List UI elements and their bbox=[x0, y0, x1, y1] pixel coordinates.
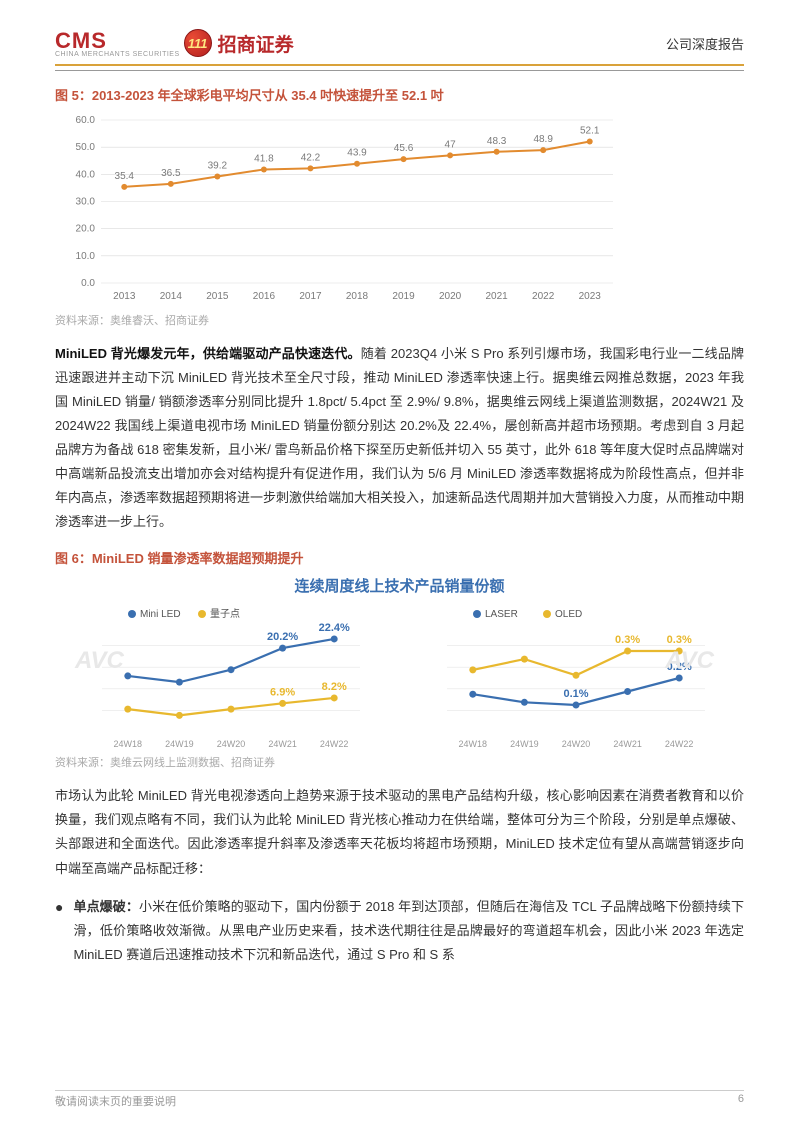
svg-text:24W19: 24W19 bbox=[165, 739, 194, 749]
svg-text:39.2: 39.2 bbox=[208, 161, 228, 172]
cms-block: CMS CHINA MERCHANTS SECURITIES bbox=[55, 28, 180, 58]
svg-text:42.2: 42.2 bbox=[301, 152, 321, 163]
page-number: 6 bbox=[738, 1093, 744, 1109]
logo-area: CMS CHINA MERCHANTS SECURITIES 111 招商证券 bbox=[55, 28, 294, 58]
svg-text:30.0: 30.0 bbox=[76, 197, 96, 208]
para1-lead: MiniLED 背光爆发元年，供给端驱动产品快速迭代。 bbox=[55, 346, 361, 361]
svg-text:24W20: 24W20 bbox=[217, 739, 246, 749]
svg-text:LASER: LASER bbox=[485, 609, 518, 620]
fig5-title: 图 5：2013-2023 年全球彩电平均尺寸从 35.4 吋快速提升至 52.… bbox=[55, 85, 744, 104]
svg-text:2013: 2013 bbox=[113, 291, 136, 302]
fig6-title: 图 6：MiniLED 销量渗透率数据超预期提升 bbox=[55, 548, 744, 567]
svg-text:20.2%: 20.2% bbox=[267, 631, 298, 643]
fig6-prefix: 图 6： bbox=[55, 551, 92, 566]
svg-text:24W21: 24W21 bbox=[613, 739, 642, 749]
fig6-subtitle: 连续周度线上技术产品销量份额 bbox=[55, 575, 744, 596]
svg-text:2022: 2022 bbox=[532, 291, 555, 302]
svg-text:35.4: 35.4 bbox=[115, 171, 135, 182]
fig6-left-svg: Mini LED 量子点 24W18 24W19 24W20 24W21 24W22 20.2… bbox=[82, 602, 372, 752]
fig6-source: 资料来源：奥维云网线上监测数据、招商证券 bbox=[55, 754, 744, 770]
svg-text:45.6: 45.6 bbox=[394, 143, 414, 154]
svg-text:2019: 2019 bbox=[392, 291, 415, 302]
paragraph-1: MiniLED 背光爆发元年，供给端驱动产品快速迭代。随着 2023Q4 小米 … bbox=[55, 342, 744, 534]
svg-text:60.0: 60.0 bbox=[76, 115, 96, 126]
svg-text:41.8: 41.8 bbox=[254, 153, 274, 164]
svg-text:Mini LED: Mini LED bbox=[140, 609, 181, 620]
svg-text:20.0: 20.0 bbox=[76, 224, 96, 235]
svg-text:22.4%: 22.4% bbox=[319, 622, 350, 634]
svg-text:2021: 2021 bbox=[486, 291, 509, 302]
fig5-source: 资料来源：奥维睿沃、招商证券 bbox=[55, 312, 744, 328]
header-rule-thin bbox=[55, 70, 744, 71]
fig5-chart: 0.0 10.0 20.0 30.0 40.0 50.0 60.0 2013 2014 2015 2… bbox=[63, 112, 744, 310]
doc-type-label: 公司深度报告 bbox=[666, 34, 744, 53]
svg-text:48.3: 48.3 bbox=[487, 136, 507, 147]
svg-text:48.9: 48.9 bbox=[533, 134, 553, 145]
svg-text:2018: 2018 bbox=[346, 291, 369, 302]
page-header: CMS CHINA MERCHANTS SECURITIES 111 招商证券 … bbox=[55, 28, 744, 64]
svg-text:2014: 2014 bbox=[160, 291, 183, 302]
fig5-title-text: 2013-2023 年全球彩电平均尺寸从 35.4 吋快速提升至 52.1 吋 bbox=[92, 88, 444, 103]
svg-text:24W18: 24W18 bbox=[458, 739, 487, 749]
svg-text:24W22: 24W22 bbox=[665, 739, 694, 749]
svg-text:43.9: 43.9 bbox=[347, 148, 367, 159]
svg-text:24W22: 24W22 bbox=[320, 739, 349, 749]
svg-text:0.3%: 0.3% bbox=[615, 634, 640, 646]
paragraph-2: 市场认为此轮 MiniLED 背光电视渗透向上趋势来源于技术驱动的黑电产品结构升… bbox=[55, 784, 744, 880]
svg-text:24W18: 24W18 bbox=[114, 739, 143, 749]
svg-text:10.0: 10.0 bbox=[76, 251, 96, 262]
svg-text:24W19: 24W19 bbox=[510, 739, 539, 749]
svg-text:24W21: 24W21 bbox=[269, 739, 298, 749]
footer-rule bbox=[55, 1090, 744, 1091]
svg-text:52.1: 52.1 bbox=[580, 125, 600, 136]
page-footer: 敬请阅读末页的重要说明 6 bbox=[55, 1093, 744, 1109]
svg-text:2023: 2023 bbox=[579, 291, 602, 302]
cms-text: CMS bbox=[55, 28, 107, 53]
svg-text:OLED: OLED bbox=[555, 609, 582, 620]
brand-cn-name: 招商证券 bbox=[218, 30, 294, 57]
fig5-svg: 0.0 10.0 20.0 30.0 40.0 50.0 60.0 2013 2014 2015 2… bbox=[63, 112, 623, 307]
bullet1-lead: 单点爆破： bbox=[73, 899, 139, 914]
svg-text:50.0: 50.0 bbox=[76, 142, 96, 153]
svg-text:47: 47 bbox=[445, 139, 457, 150]
svg-text:2016: 2016 bbox=[253, 291, 276, 302]
bullet1-text: 单点爆破：小米在低价策略的驱动下，国内份额于 2018 年到达顶部，但随后在海信… bbox=[73, 895, 744, 967]
svg-text:2015: 2015 bbox=[206, 291, 229, 302]
svg-text:36.5: 36.5 bbox=[161, 168, 181, 179]
svg-text:24W20: 24W20 bbox=[561, 739, 590, 749]
svg-text:40.0: 40.0 bbox=[76, 169, 96, 180]
cms-subtext: CHINA MERCHANTS SECURITIES bbox=[55, 51, 180, 58]
svg-text:0.0: 0.0 bbox=[81, 278, 95, 289]
logo-icon: 111 bbox=[184, 29, 212, 57]
svg-text:0.3%: 0.3% bbox=[666, 634, 691, 646]
fig6-right-svg: LASER OLED 24W18 24W19 24W20 24W21 24W22 0.1% 0.… bbox=[427, 602, 717, 752]
svg-text:量子点: 量子点 bbox=[210, 608, 240, 620]
para1-body: 随着 2023Q4 小米 S Pro 系列引爆市场，我国彩电行业一二线品牌迅速跟… bbox=[55, 346, 744, 529]
bullet1-body: 小米在低价策略的驱动下，国内份额于 2018 年到达顶部，但随后在海信及 TCL… bbox=[73, 899, 744, 962]
fig6-chart-row: AVC AVC Mini LED量子点24W1824W1924W2024W212… bbox=[55, 602, 744, 752]
svg-text:2017: 2017 bbox=[299, 291, 322, 302]
fig6-title-text: MiniLED 销量渗透率数据超预期提升 bbox=[92, 551, 304, 566]
footer-note: 敬请阅读末页的重要说明 bbox=[55, 1093, 176, 1109]
fig5-prefix: 图 5： bbox=[55, 88, 92, 103]
svg-text:2020: 2020 bbox=[439, 291, 462, 302]
svg-text:0.1%: 0.1% bbox=[563, 688, 588, 700]
svg-text:8.2%: 8.2% bbox=[322, 681, 347, 693]
header-rule-thick bbox=[55, 64, 744, 66]
svg-text:0.2%: 0.2% bbox=[666, 661, 691, 673]
svg-text:6.9%: 6.9% bbox=[270, 687, 295, 699]
bullet-1: ● 单点爆破：小米在低价策略的驱动下，国内份额于 2018 年到达顶部，但随后在… bbox=[55, 895, 744, 967]
bullet-icon: ● bbox=[55, 895, 63, 921]
